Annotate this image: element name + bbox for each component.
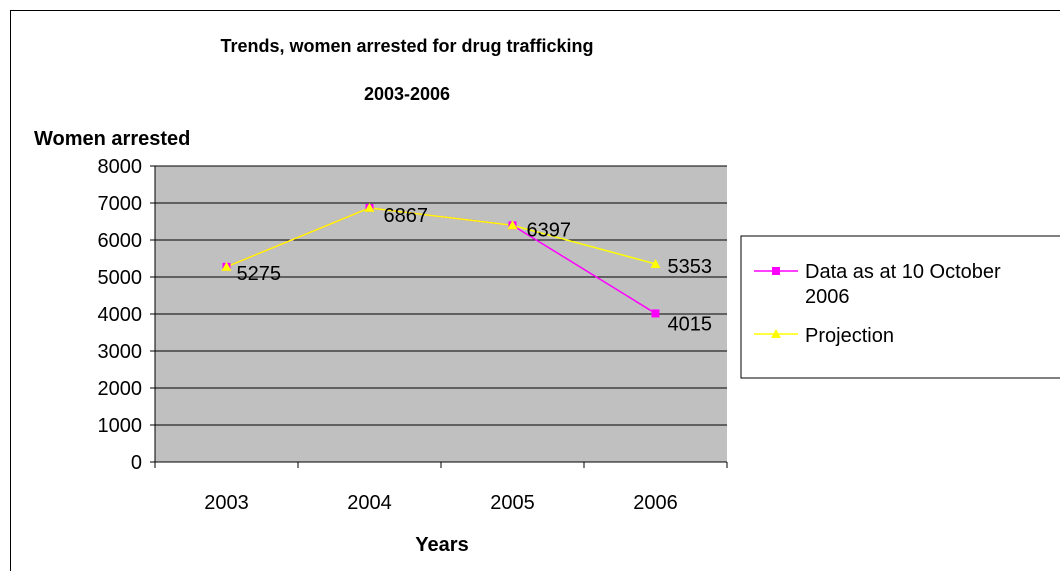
series-marker-2: [221, 261, 232, 271]
legend-label-data-line1: Data as at 10 October: [805, 261, 1001, 283]
y-tick-label: 1000: [98, 415, 143, 437]
y-tick-label: 2000: [98, 378, 143, 400]
chart-subtitle: 2003-2006: [364, 84, 450, 104]
series-lines: [221, 202, 661, 318]
y-tick-label: 8000: [98, 156, 143, 178]
y-tick-label: 3000: [98, 341, 143, 363]
y-tick-label: 7000: [98, 193, 143, 215]
data-labels: 5275 6867 6397 5353 4015: [237, 205, 713, 336]
y-tick-label: 0: [131, 452, 142, 474]
x-tick-label: 2006: [633, 492, 678, 514]
series-marker-2: [507, 220, 518, 230]
legend-marker-projection: [771, 329, 781, 338]
data-label: 6397: [527, 219, 572, 241]
data-label: 6867: [384, 205, 429, 227]
data-label: 4015: [668, 313, 713, 335]
series-line-2: [226, 207, 656, 268]
y-tick-label: 6000: [98, 230, 143, 252]
axes: 0 1000 2000 3000 4000 5000 6000 7000 8000 2003 200…: [98, 156, 728, 514]
series-marker-2: [364, 202, 375, 212]
legend-label-data-line2: 2006: [805, 286, 850, 308]
legend-box: [740, 235, 1060, 379]
legend: Data as at 10 October 2006 Projection: [740, 235, 1060, 379]
data-label: 5353: [668, 256, 713, 278]
x-tick-label: 2003: [204, 492, 249, 514]
gridlines: [155, 165, 727, 426]
x-tick-label: 2005: [490, 492, 535, 514]
legend-marker-data: [772, 267, 780, 275]
y-tick-label: 4000: [98, 304, 143, 326]
y-tick-label: 5000: [98, 267, 143, 289]
chart-title: Trends, women arrested for drug traffick…: [220, 36, 593, 56]
legend-label-projection: Projection: [805, 325, 894, 347]
x-tick-label: 2004: [347, 492, 392, 514]
y-axis-title: Women arrested: [34, 128, 190, 150]
series-marker-1: [651, 309, 660, 318]
data-label: 5275: [237, 263, 282, 285]
x-axis-title: Years: [415, 534, 468, 556]
series-marker-2: [650, 258, 661, 268]
